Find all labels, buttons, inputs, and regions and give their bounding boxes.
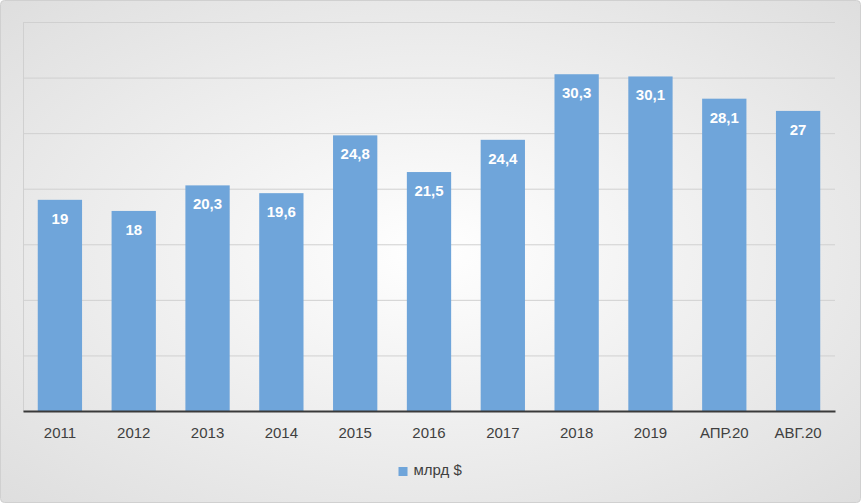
x-axis-line [24, 411, 836, 413]
x-tick: АВГ.20 [775, 424, 822, 441]
grid-line [23, 411, 835, 412]
x-tick-label: 2018 [560, 424, 593, 441]
x-tick: 2018 [560, 424, 593, 441]
plot-area: 2011 2012 2013 2014 2015 2016 2017 2018 2019 АПР.… [23, 23, 836, 441]
grid-line [23, 78, 835, 79]
x-tick: 2012 [117, 424, 150, 441]
x-tick-label: 2013 [191, 424, 224, 441]
data-label: 20,3 [193, 195, 222, 212]
data-label: 19,6 [267, 203, 296, 220]
bars [38, 74, 820, 411]
x-tick: 2019 [634, 424, 667, 441]
data-label: 28,1 [710, 109, 739, 126]
x-axis: 2011 2012 2013 2014 2015 2016 2017 2018 2019 АПР.… [24, 412, 836, 441]
data-label: 27 [790, 121, 807, 138]
bar [185, 185, 229, 411]
data-label: 24,4 [488, 150, 518, 167]
data-label: 24,8 [341, 145, 370, 162]
x-tick-label: АВГ.20 [775, 424, 822, 441]
y-axis [23, 23, 835, 412]
x-tick-label: АПР.20 [700, 424, 749, 441]
bar [628, 76, 672, 411]
bar [554, 74, 598, 411]
bar [38, 200, 82, 411]
x-tick: 2015 [338, 424, 371, 441]
grid-line [23, 22, 835, 23]
x-tick-label: 2011 [44, 424, 76, 441]
data-label: 30,3 [562, 84, 591, 101]
bar [259, 193, 303, 411]
background [1, 1, 861, 503]
y-tick [23, 22, 835, 23]
x-tick: 2016 [412, 424, 445, 441]
x-tick-label: 2019 [634, 424, 667, 441]
data-label: 19 [52, 210, 69, 227]
legend: млрд $ [399, 461, 463, 478]
bar [333, 135, 377, 411]
y-tick [23, 411, 835, 412]
bar [407, 172, 451, 411]
x-tick-label: 2014 [265, 424, 298, 441]
legend-label: млрд $ [414, 461, 463, 478]
x-tick-label: 2015 [338, 424, 371, 441]
bar [776, 111, 820, 411]
data-label: 18 [125, 221, 142, 238]
y-axis-line [24, 23, 836, 412]
data-label: 30,1 [636, 86, 665, 103]
x-tick: 2017 [486, 424, 519, 441]
x-tick-label: 2012 [117, 424, 150, 441]
legend-swatch [399, 467, 408, 476]
x-tick: 2013 [191, 424, 224, 441]
data-label: 21,5 [414, 182, 443, 199]
data-labels: 19 18 20,3 19,6 24,8 21,5 24,4 30,3 30,1 28,1 27 [52, 84, 807, 238]
chart: 2011 2012 2013 2014 2015 2016 2017 2018 2019 АПР.… [0, 0, 861, 503]
y-tick [23, 78, 835, 79]
x-tick-label: 2017 [486, 424, 519, 441]
bar [702, 99, 746, 411]
x-tick: 2011 [44, 424, 76, 441]
x-tick: АПР.20 [700, 424, 749, 441]
legend-item: млрд $ [399, 461, 463, 478]
x-tick-label: 2016 [412, 424, 445, 441]
x-tick: 2014 [265, 424, 298, 441]
bar [112, 211, 156, 411]
bar [481, 140, 525, 411]
